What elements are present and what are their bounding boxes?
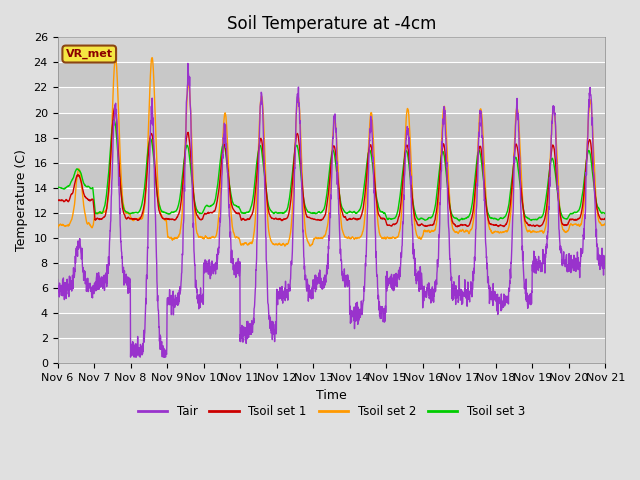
Tair [54,277,61,283]
Y-axis label: Temperature (C): Temperature (C) [15,149,28,252]
Tair [602,255,609,261]
Tair [156,332,164,337]
Line: Tsoil set 2: Tsoil set 2 [58,58,605,246]
Bar [58,87,605,113]
Tsoil set 2 [337,218,345,224]
Tsoil set 1 [111,104,118,110]
Tsoil set 3 [156,204,164,209]
Tair [337,258,345,264]
Bar [58,113,605,138]
X-axis label: Time: Time [316,389,347,402]
Tsoil set 3 [602,211,609,217]
Tair [184,60,192,66]
Tair [495,299,502,304]
Tsoil set 1 [495,224,502,229]
Tsoil set 2 [112,55,120,60]
Bar [58,238,605,263]
Tsoil set 2 [578,218,586,224]
Line: Tsoil set 1: Tsoil set 1 [58,107,605,227]
Bar [58,313,605,338]
Tsoil set 2 [394,234,402,240]
Line: Tsoil set 3: Tsoil set 3 [58,120,605,221]
Bar [58,37,605,62]
Tsoil set 2 [156,204,164,210]
Bar [58,213,605,238]
Tair [127,354,134,360]
Tsoil set 1 [578,208,586,214]
Text: VR_met: VR_met [66,49,113,59]
Tair [578,251,586,256]
Tsoil set 1 [453,224,461,230]
Tsoil set 2 [204,235,211,241]
Tair [204,261,211,267]
Bar [58,188,605,213]
Tsoil set 3 [456,218,463,224]
Bar [58,163,605,188]
Tair [394,274,402,279]
Tsoil set 3 [54,185,61,191]
Tsoil set 3 [495,217,502,223]
Tsoil set 3 [578,196,586,202]
Legend: Tair, Tsoil set 1, Tsoil set 2, Tsoil set 3: Tair, Tsoil set 1, Tsoil set 2, Tsoil se… [133,400,530,423]
Tsoil set 2 [495,229,502,235]
Tsoil set 3 [110,117,118,122]
Tsoil set 3 [204,203,211,208]
Bar [58,138,605,163]
Bar [58,288,605,313]
Tsoil set 3 [394,208,402,214]
Tsoil set 1 [602,216,609,221]
Tsoil set 1 [337,204,345,210]
Tsoil set 1 [204,210,211,216]
Tsoil set 1 [156,210,164,216]
Tsoil set 2 [602,220,609,226]
Bar [58,62,605,87]
Tsoil set 2 [281,243,289,249]
Tsoil set 3 [337,200,345,206]
Tsoil set 2 [54,226,61,231]
Tsoil set 1 [54,197,61,203]
Bar [58,338,605,363]
Bar [58,263,605,288]
Title: Soil Temperature at -4cm: Soil Temperature at -4cm [227,15,436,33]
Tsoil set 1 [394,216,402,222]
Line: Tair: Tair [58,63,605,357]
